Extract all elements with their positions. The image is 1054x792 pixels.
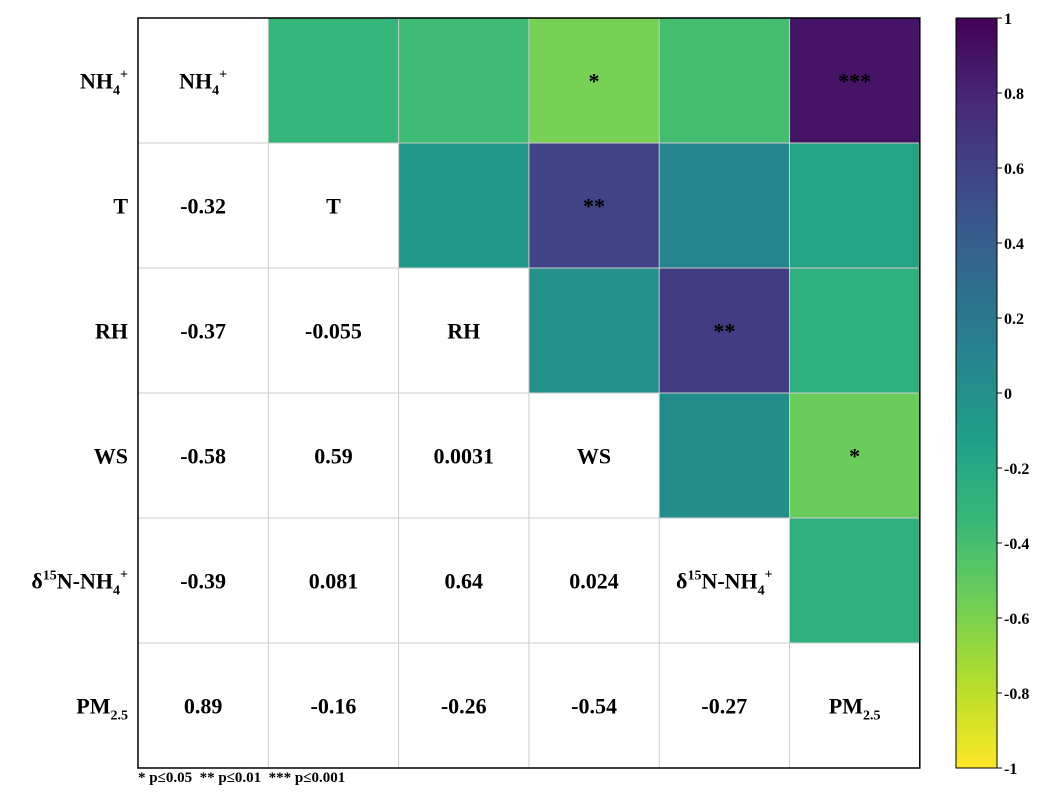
- value-label-4-1: 0.081: [309, 569, 359, 594]
- colorbar-tick-label: 0.4: [1004, 236, 1024, 253]
- value-label-3-2: 0.0031: [434, 444, 495, 469]
- colorbar-tick-label: 1: [1004, 11, 1012, 28]
- heatmap-cell-2-4: [659, 268, 790, 394]
- significance-legend-note: * p≤0.05 ** p≤0.01 *** p≤0.001: [138, 770, 346, 786]
- diag-label-pm2-5: PM2.5: [829, 694, 881, 724]
- row-label-nh4: NH4+: [80, 68, 128, 99]
- colorbar-gradient: [955, 17, 998, 769]
- colorbar-tick-label: 0.6: [1004, 161, 1024, 178]
- colorbar-tick-label: -0.4: [1004, 536, 1029, 553]
- heatmap-cell-1-4: [659, 143, 790, 269]
- heatmap-labels: NH4+ T RH WS δ15N-NH4+ PM2.5 NH4+ T RH WS δ15N-NH4…: [31, 68, 880, 724]
- value-label-5-1: -0.16: [311, 694, 357, 719]
- heatmap-frame: [137, 17, 921, 769]
- value-label-3-0: -0.58: [180, 444, 226, 469]
- value-label-2-0: -0.37: [180, 319, 226, 344]
- heatmap-cell-0-2: [398, 18, 530, 144]
- colorbar-tick-label: 0.2: [1004, 311, 1024, 328]
- heatmap-cells: [268, 18, 921, 644]
- row-label-t: T: [113, 194, 128, 219]
- significance-stars-3-5: *: [849, 444, 860, 469]
- colorbar-tick-label: -0.8: [1004, 686, 1029, 703]
- value-label-5-3: -0.54: [571, 694, 617, 719]
- heatmap-cell-1-2: [398, 143, 530, 269]
- significance-stars-0-3: *: [589, 69, 600, 94]
- significance-stars-0-5: ***: [838, 69, 871, 94]
- colorbar-tick-label: -0.2: [1004, 461, 1029, 478]
- significance-stars-2-4: **: [713, 319, 735, 344]
- value-label-2-1: -0.055: [305, 319, 362, 344]
- value-label-5-4: -0.27: [701, 694, 747, 719]
- value-label-1-0: -0.32: [180, 194, 226, 219]
- colorbar-ticks: 1 0.8 0.6 0.4 0.2 0 -0.2 -0.4 -0.6 -0.8 -1: [997, 11, 1029, 778]
- diag-label-t: T: [326, 194, 341, 219]
- heatmap-cell-3-5: [789, 393, 921, 519]
- heatmap-cell-4-5: [789, 518, 921, 644]
- colorbar-tick-label: -1: [1004, 761, 1017, 778]
- heatmap-cell-1-3: [528, 143, 660, 269]
- colorbar: 1 0.8 0.6 0.4 0.2 0 -0.2 -0.4 -0.6 -0.8 -1: [955, 11, 1029, 778]
- significance-stars-1-3: **: [583, 194, 605, 219]
- colorbar-tick-label: 0: [1004, 386, 1012, 403]
- colorbar-tick-label: -0.6: [1004, 611, 1029, 628]
- diag-label-nh4: NH4+: [179, 68, 227, 99]
- value-label-3-1: 0.59: [314, 444, 353, 469]
- row-label-ws: WS: [94, 444, 128, 469]
- diag-label-15n-nh4: δ15N-NH4+: [676, 568, 773, 599]
- value-label-4-0: -0.39: [180, 569, 226, 594]
- value-label-4-3: 0.024: [569, 569, 619, 594]
- value-label-5-2: -0.26: [441, 694, 487, 719]
- heatmap-cell-2-5: [789, 268, 921, 394]
- heatmap-cell-0-4: [659, 18, 790, 144]
- value-label-5-0: 0.89: [184, 694, 223, 719]
- heatmap-cell-0-3: [528, 18, 660, 144]
- row-label-15n-nh4: δ15N-NH4+: [31, 568, 128, 599]
- heatmap-cell-2-3: [528, 268, 660, 394]
- heatmap-cell-0-1: [268, 18, 400, 144]
- heatmap-cell-3-4: [659, 393, 790, 519]
- colorbar-tick-label: 0.8: [1004, 86, 1024, 103]
- value-label-4-2: 0.64: [445, 569, 484, 594]
- heatmap-grid: [138, 18, 920, 768]
- row-label-pm2-5: PM2.5: [76, 694, 128, 724]
- row-label-rh: RH: [95, 319, 128, 344]
- heatmap-cell-1-5: [789, 143, 921, 269]
- diag-label-ws: WS: [577, 444, 611, 469]
- diag-label-rh: RH: [447, 319, 480, 344]
- heatmap-cell-0-5: [789, 18, 921, 144]
